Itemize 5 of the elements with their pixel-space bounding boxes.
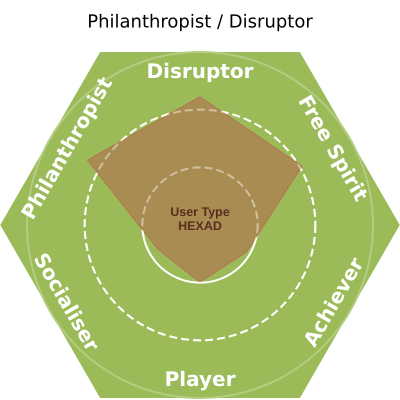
text: HEXAD <box>178 219 222 233</box>
spoke-label: Disruptor <box>146 59 254 84</box>
text: User Type <box>170 205 230 219</box>
spoke-label: Player <box>164 366 236 391</box>
chart-title: Philanthropist / Disruptor <box>87 12 314 32</box>
